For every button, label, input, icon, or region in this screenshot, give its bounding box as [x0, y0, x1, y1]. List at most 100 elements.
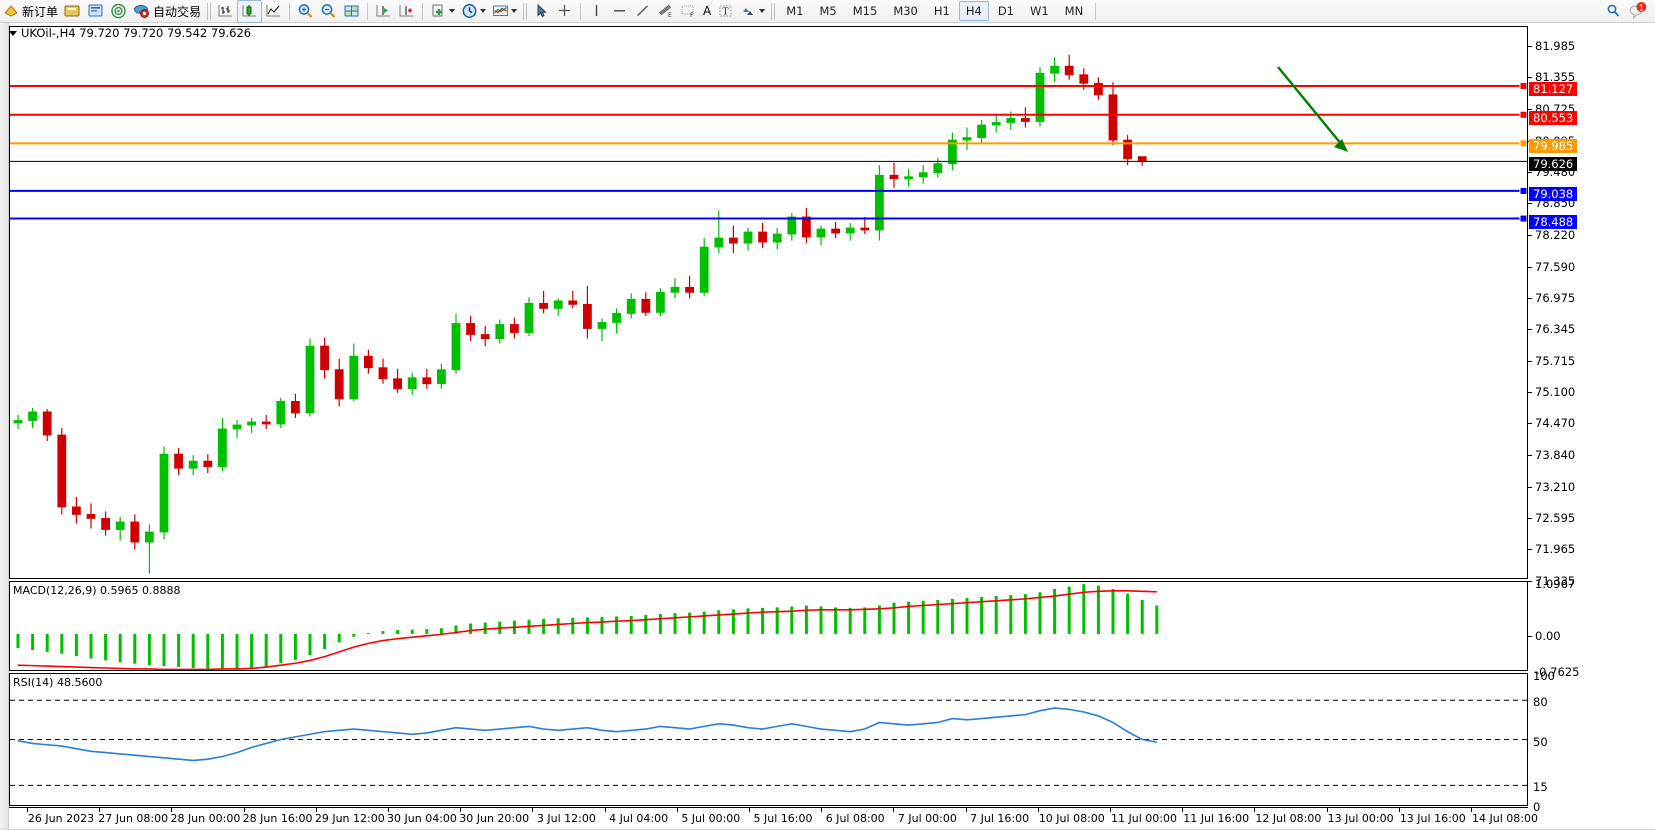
price-axis-badge-resistance-1[interactable]: 80.553: [1529, 110, 1578, 125]
wallet-button[interactable]: [61, 1, 84, 22]
line-chart-button[interactable]: [262, 1, 285, 22]
fibonacci-button[interactable]: E: [654, 1, 677, 22]
period-clock-icon: [461, 3, 478, 19]
zoom-in-button[interactable]: [294, 1, 317, 22]
main-toolbar: 新订单 自动交易: [0, 0, 1655, 23]
vertical-line-button[interactable]: [585, 1, 608, 22]
time-axis-label: 11 Jul 00:00: [1111, 812, 1177, 825]
shapes-button[interactable]: [737, 1, 768, 22]
shapes-chevron-down-icon[interactable]: [759, 9, 766, 13]
time-axis-tick: [1254, 808, 1256, 812]
time-axis-label: 13 Jul 16:00: [1399, 812, 1466, 825]
terminal-icon: [87, 3, 104, 19]
terminal-button[interactable]: [84, 1, 107, 22]
timeframe-w1[interactable]: W1: [1029, 4, 1049, 18]
rsi-svg: [10, 699, 1527, 786]
price-axis-tick: 81.355: [1528, 70, 1575, 84]
signals-button[interactable]: [107, 1, 130, 22]
cursor-button[interactable]: [530, 1, 553, 22]
macd-svg: [16, 584, 1159, 670]
macd-pane[interactable]: [9, 581, 1528, 671]
data-window-icon: [343, 3, 360, 19]
time-axis-tick: [676, 808, 678, 812]
price-axis[interactable]: 81.98581.35580.72580.09579.48078.85078.2…: [1528, 26, 1655, 814]
shift-start-icon: [375, 3, 392, 19]
trendline-button[interactable]: [631, 1, 654, 22]
period-chevron-down-icon[interactable]: [480, 9, 487, 13]
time-axis-tick: [243, 808, 245, 812]
timeframe-mn[interactable]: MN: [1064, 4, 1084, 18]
timeframe-m30[interactable]: M30: [893, 4, 918, 18]
autotrade-button[interactable]: 自动交易: [130, 1, 204, 22]
crosshair-button[interactable]: [553, 1, 576, 22]
indicators-button[interactable]: [489, 1, 520, 22]
price-axis-tick: 72.595: [1528, 511, 1575, 525]
toolbar-grip-charttypes[interactable]: [207, 2, 212, 20]
time-axis-label: 30 Jun 20:00: [459, 812, 530, 825]
templates-button[interactable]: [427, 1, 458, 22]
search-button[interactable]: [1602, 1, 1625, 22]
shift-end-button[interactable]: [395, 1, 418, 22]
price-axis-tick: 75.715: [1528, 354, 1575, 368]
zoom-out-button[interactable]: [317, 1, 340, 22]
price-axis-tick: 78.220: [1528, 228, 1575, 242]
time-axis-label: 6 Jul 08:00: [825, 812, 885, 825]
timeframe-h1[interactable]: H1: [933, 4, 950, 18]
price-pane[interactable]: [9, 26, 1528, 579]
price-axis-badge-resistance-2[interactable]: 81.127: [1529, 81, 1578, 96]
toolbar-grip-timeframes[interactable]: [771, 2, 776, 20]
price-axis-badge-support-1[interactable]: 79.038: [1529, 186, 1578, 201]
search-icon: [1605, 3, 1622, 19]
notification-button[interactable]: 1: [1625, 1, 1655, 22]
time-axis-tick: [1471, 808, 1472, 812]
shift-start-button[interactable]: [372, 1, 395, 22]
indicators-chevron-down-icon[interactable]: [511, 9, 518, 13]
macd-label: MACD(12,26,9) 0.5965 0.8888: [13, 584, 181, 597]
time-axis-tick: [1326, 808, 1328, 812]
time-axis-tick: [388, 808, 389, 812]
timeframe-h4[interactable]: H4: [958, 1, 989, 21]
time-axis-tick: [1182, 808, 1184, 812]
candlestick-chart-button[interactable]: [237, 0, 263, 23]
price-axis-badge-pivot[interactable]: 79.985: [1529, 139, 1578, 154]
bar-chart-button[interactable]: [214, 1, 237, 22]
period-button[interactable]: [458, 1, 489, 22]
zoom-in-icon: [297, 3, 314, 19]
timeframe-m1[interactable]: M1: [786, 4, 804, 18]
time-axis-label: 11 Jul 16:00: [1183, 812, 1250, 825]
time-axis-tick: [315, 808, 317, 812]
channel-button[interactable]: F: [677, 1, 700, 22]
timeframe-d1[interactable]: D1: [997, 4, 1014, 18]
timeframe-m15[interactable]: M15: [852, 4, 878, 18]
indicators-icon: [492, 3, 509, 19]
horizontal-line-button[interactable]: [608, 1, 631, 22]
time-axis-label: 4 Jul 04:00: [609, 812, 669, 825]
rsi-pane[interactable]: [9, 673, 1528, 806]
svg-text:F: F: [690, 12, 694, 19]
price-axis-badge-support-2[interactable]: 78.488: [1529, 214, 1578, 229]
data-window-button[interactable]: [340, 1, 363, 22]
price-axis-tick: 73.840: [1528, 448, 1575, 462]
horizontal-line-icon: [611, 3, 628, 19]
text-label-button[interactable]: A: [700, 1, 714, 22]
toolbar-grip-drawing[interactable]: [523, 2, 528, 20]
price-axis-badge-current-price[interactable]: 79.626: [1529, 157, 1578, 172]
time-axis-label: 7 Jul 00:00: [897, 812, 957, 825]
toolbar-separator-5: [1095, 2, 1097, 20]
notification-icon: 1: [1628, 2, 1647, 20]
templates-chevron-down-icon[interactable]: [449, 9, 456, 13]
time-axis-tick: [460, 808, 462, 812]
timeframe-m5[interactable]: M5: [819, 4, 837, 18]
svg-text:E: E: [668, 12, 672, 19]
new-order-button[interactable]: 新订单: [0, 1, 61, 22]
text-button[interactable]: T: [714, 1, 737, 22]
chart-menu-caret-icon[interactable]: [9, 30, 17, 36]
time-axis-tick: [965, 808, 967, 812]
chart-vertical-scrollbar[interactable]: [0, 23, 9, 830]
toolbar-separator-4: [580, 2, 582, 20]
wallet-icon: [64, 3, 81, 19]
time-axis-label: 5 Jul 00:00: [681, 812, 741, 825]
time-axis[interactable]: 26 Jun 2023 27 Jun 08:00 28 Jun 00:00 28 Ju…: [9, 807, 1538, 829]
rsi-axis-tick: 80: [1533, 695, 1548, 710]
